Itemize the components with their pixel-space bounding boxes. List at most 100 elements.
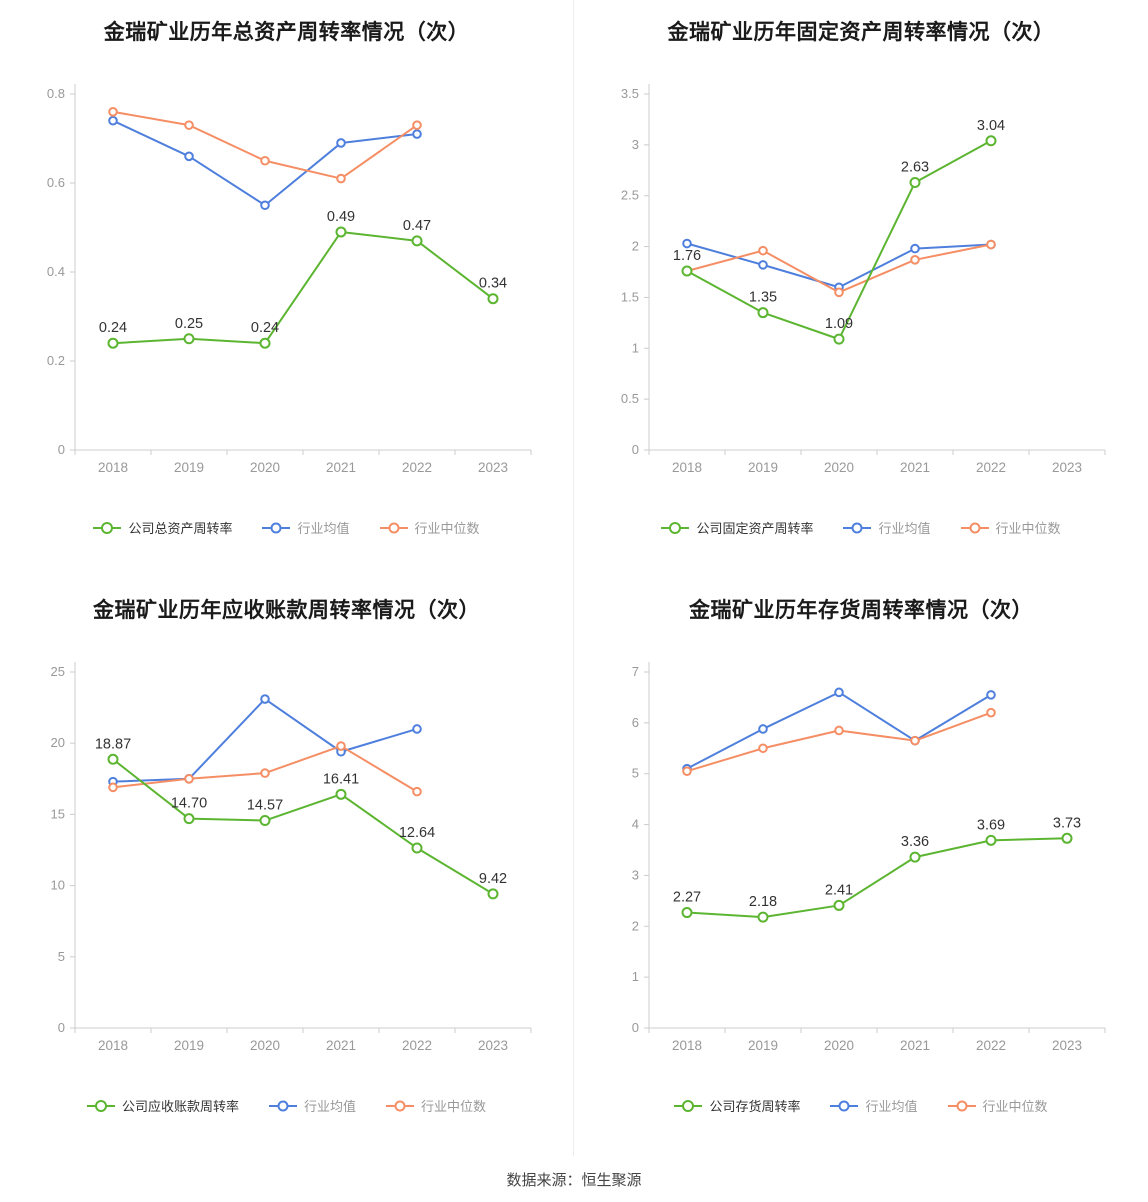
svg-text:2021: 2021 [325,460,355,475]
line-chart-canvas: 0 0.5 1 1.5 2 2.5 3 3.5 2018 2019 2020 2021 2022 2023… [621,84,1106,475]
svg-text:0: 0 [632,442,639,457]
svg-text:2.41: 2.41 [825,882,853,898]
svg-text:0.4: 0.4 [46,264,64,279]
svg-text:0.49: 0.49 [326,209,354,225]
line-marker-icon [674,1099,703,1112]
svg-text:2020: 2020 [824,460,854,475]
svg-text:2019: 2019 [173,1038,203,1053]
svg-text:14.57: 14.57 [246,798,282,814]
svg-text:3.5: 3.5 [621,86,639,101]
chart-legend: 公司应收账款周转率 行业均值 行业中位数 [0,1096,573,1115]
svg-text:1.5: 1.5 [621,289,639,304]
legend-label: 行业均值 [865,1099,918,1114]
svg-text:2019: 2019 [173,460,203,475]
chart-inventory-turnover: 金瑞矿业历年存货周转率情况（次） 0 1 2 3 4 5 6 7 2018 2019 2020 202… [574,578,1148,1156]
svg-text:0: 0 [57,442,64,457]
legend-label: 行业中位数 [995,521,1061,536]
chart-receivables-turnover: 金瑞矿业历年应收账款周转率情况（次） 0 5 10 15 20 25 2018 2019 202… [0,578,574,1156]
svg-text:3.73: 3.73 [1053,815,1081,831]
line-marker-icon [93,521,122,534]
legend-label: 行业均值 [303,1099,356,1114]
svg-text:2.5: 2.5 [621,188,639,203]
svg-text:2022: 2022 [401,1038,431,1053]
svg-text:2.18: 2.18 [749,894,777,910]
svg-text:6: 6 [632,715,639,730]
legend-item-industry-average[interactable]: 行业均值 [268,1096,356,1115]
svg-text:0.24: 0.24 [250,320,278,336]
chart-legend: 公司存货周转率 行业均值 行业中位数 [574,1096,1148,1115]
svg-text:3.36: 3.36 [901,834,929,850]
legend-item-industry-median[interactable]: 行业中位数 [960,518,1061,537]
svg-text:2021: 2021 [900,1038,930,1053]
legend-item-company-series[interactable]: 公司固定资产周转率 [661,518,813,537]
svg-text:0.24: 0.24 [98,320,126,336]
line-chart-canvas: 0 0.2 0.4 0.6 0.8 2018 2019 2020 2021 2022 2023 0.2… [46,84,531,475]
legend-label: 公司存货周转率 [709,1099,801,1114]
svg-text:2023: 2023 [477,460,507,475]
chart-title: 金瑞矿业历年固定资产周转率情况（次） [667,21,1055,44]
legend-label: 公司应收账款周转率 [121,1099,239,1114]
svg-text:3.04: 3.04 [977,118,1005,134]
svg-text:2023: 2023 [1052,460,1082,475]
legend-item-company-series[interactable]: 公司应收账款周转率 [86,1096,239,1115]
svg-text:18.87: 18.87 [94,736,130,752]
svg-text:3: 3 [632,867,639,882]
line-marker-icon [268,1100,297,1112]
svg-text:2018: 2018 [97,460,127,475]
svg-text:4: 4 [632,817,639,832]
legend-label: 行业中位数 [421,1099,487,1114]
line-marker-icon [86,1099,115,1112]
svg-text:3: 3 [632,137,639,152]
line-chart-canvas: 0 5 10 15 20 25 2018 2019 2020 2021 2022 2023 18.87 1… [50,662,531,1053]
svg-text:10: 10 [50,878,64,893]
svg-text:0.47: 0.47 [402,218,430,234]
legend-item-industry-average[interactable]: 行业均值 [843,518,931,537]
line-marker-icon [843,522,872,534]
line-marker-icon [830,1100,859,1112]
line-marker-icon [947,1100,976,1112]
svg-text:15: 15 [50,806,64,821]
svg-text:2020: 2020 [249,460,279,475]
svg-text:25: 25 [50,664,64,679]
legend-item-industry-average[interactable]: 行业均值 [262,518,350,537]
svg-text:0.25: 0.25 [174,316,202,332]
chart-total-asset-turnover: 金瑞矿业历年总资产周转率情况（次） 0 0.2 0.4 0.6 0.8 2018 2019 2… [0,0,574,578]
legend-item-industry-average[interactable]: 行业均值 [830,1096,918,1115]
charts-grid: 金瑞矿业历年总资产周转率情况（次） 0 0.2 0.4 0.6 0.8 2018 2019 2… [0,0,1148,1156]
line-marker-icon [661,521,690,534]
chart-legend: 公司固定资产周转率 行业均值 行业中位数 [574,518,1148,537]
svg-text:0.6: 0.6 [46,175,64,190]
svg-text:2021: 2021 [325,1038,355,1053]
legend-item-industry-median[interactable]: 行业中位数 [386,1096,486,1115]
svg-text:5: 5 [57,949,64,964]
legend-label: 行业中位数 [414,521,480,536]
svg-text:0: 0 [57,1020,64,1035]
svg-text:3.69: 3.69 [977,817,1005,833]
svg-text:2020: 2020 [249,1038,279,1053]
svg-text:2022: 2022 [401,460,431,475]
legend-item-industry-median[interactable]: 行业中位数 [947,1096,1048,1115]
svg-text:2: 2 [632,239,639,254]
legend-item-company-series[interactable]: 公司总资产周转率 [93,518,232,537]
svg-text:2023: 2023 [477,1038,507,1053]
svg-text:20: 20 [50,735,64,750]
legend-item-industry-median[interactable]: 行业中位数 [379,518,480,537]
svg-text:0: 0 [632,1020,639,1035]
svg-text:2018: 2018 [672,1038,702,1053]
chart-title: 金瑞矿业历年应收账款周转率情况（次） [93,599,480,622]
line-marker-icon [386,1100,414,1112]
svg-text:16.41: 16.41 [322,771,358,787]
svg-text:7: 7 [632,664,639,679]
svg-text:5: 5 [632,766,639,781]
legend-label: 行业均值 [297,521,350,536]
svg-text:12.64: 12.64 [398,825,434,841]
legend-label: 公司固定资产周转率 [696,521,814,536]
chart-title: 金瑞矿业历年总资产周转率情况（次） [103,21,470,44]
svg-text:2.27: 2.27 [673,890,701,906]
svg-text:0.2: 0.2 [46,353,64,368]
svg-text:1.35: 1.35 [749,290,777,306]
svg-text:2022: 2022 [976,460,1006,475]
svg-text:2022: 2022 [976,1038,1006,1053]
svg-text:2019: 2019 [748,1038,778,1053]
legend-item-company-series[interactable]: 公司存货周转率 [674,1096,800,1115]
